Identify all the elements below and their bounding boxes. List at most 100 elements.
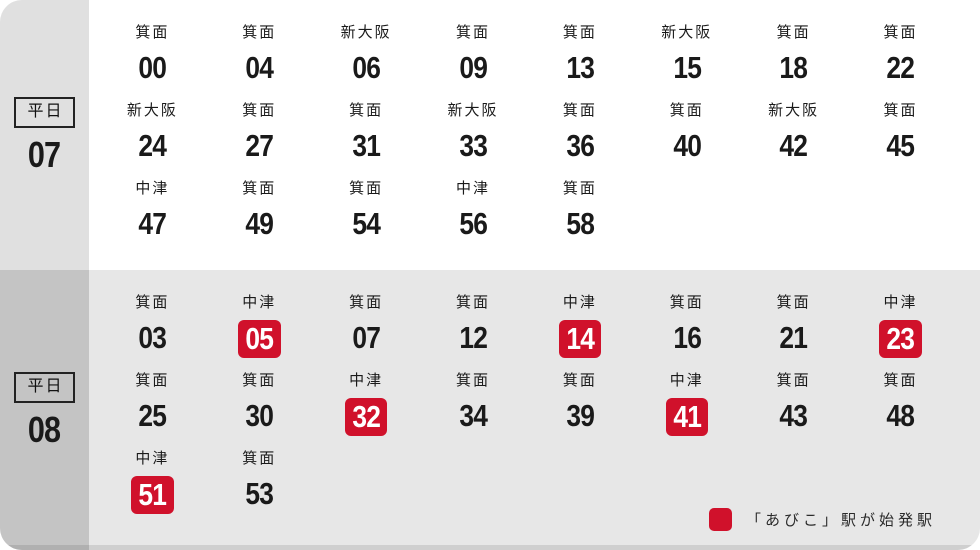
timetable-cell: 箕面 25 <box>99 372 206 450</box>
timetable-cell: 中津 51 <box>99 450 206 528</box>
minute-value: 07 <box>352 320 380 355</box>
minute-panel-08: 箕面 03 中津 05 箕面 07 箕面 12 中津 14 箕面 16 箕面 21 中津 23 箕面 25 箕面 30… <box>89 270 980 550</box>
minute-value: 54 <box>352 206 380 241</box>
minute-value: 39 <box>566 398 594 433</box>
minute-value: 24 <box>138 128 167 163</box>
timetable-cell: 中津 05 <box>206 294 313 372</box>
hour-sidebar-08: 平日 08 <box>0 270 89 550</box>
minute-value: 25 <box>138 398 167 433</box>
minute-value: 15 <box>672 50 701 85</box>
minute-value: 13 <box>566 50 594 85</box>
minute-value: 45 <box>886 128 915 163</box>
timetable-cell: 新大阪 24 <box>99 102 206 180</box>
timetable-cell: 箕面 22 <box>847 24 954 102</box>
timetable-cell: 箕面 03 <box>99 294 206 372</box>
minute-grid: 箕面 00 箕面 04 新大阪 06 箕面 09 箕面 13 新大阪 15 箕面 18 箕面 22 新大阪 24 箕… <box>99 24 954 258</box>
timetable-cell: 中津 56 <box>420 180 527 258</box>
red-square-legend-swatch <box>708 508 732 531</box>
destination-label: 箕面 <box>242 373 277 389</box>
minute-value: 00 <box>138 50 167 85</box>
timetable-cell: 箕面 04 <box>206 24 313 102</box>
timetable-cell: 箕面 49 <box>206 180 313 258</box>
hour-row-07: 平日 07 箕面 00 箕面 04 新大阪 06 箕面 09 箕面 13 新大阪 15 箕面 18 箕面 22 新大… <box>0 0 980 270</box>
timetable-cell: 中津 32 <box>313 372 420 450</box>
minute-value: 53 <box>245 476 274 511</box>
minute-value: 18 <box>779 50 808 85</box>
destination-label: 中津 <box>883 295 918 311</box>
timetable-cell: 箕面 36 <box>527 102 634 180</box>
timetable-cell: 箕面 40 <box>633 102 740 180</box>
timetable-cell: 箕面 58 <box>527 180 634 258</box>
minute-value: 27 <box>245 128 274 163</box>
destination-label: 箕面 <box>669 103 704 119</box>
destination-label: 箕面 <box>242 451 277 467</box>
destination-label: 中津 <box>135 451 170 467</box>
timetable-cell: 箕面 45 <box>847 102 954 180</box>
timetable-cell: 中津 14 <box>527 294 634 372</box>
timetable-cell: 箕面 34 <box>420 372 527 450</box>
destination-label: 箕面 <box>135 373 170 389</box>
destination-label: 新大阪 <box>340 25 392 41</box>
timetable-cell: 新大阪 33 <box>420 102 527 180</box>
legend-label: 「あびこ」駅が始発駅 <box>745 513 936 529</box>
hour-sidebar-07: 平日 07 <box>0 0 89 270</box>
destination-label: 中津 <box>135 181 170 197</box>
destination-label: 箕面 <box>242 181 277 197</box>
destination-label: 箕面 <box>456 373 491 389</box>
destination-label: 箕面 <box>562 25 597 41</box>
minute-value-abiko-origin: 41 <box>665 398 709 436</box>
minute-grid: 箕面 03 中津 05 箕面 07 箕面 12 中津 14 箕面 16 箕面 21 中津 23 箕面 25 箕面 30… <box>99 294 954 528</box>
timetable-cell: 箕面 18 <box>740 24 847 102</box>
destination-label: 箕面 <box>135 25 170 41</box>
destination-label: 箕面 <box>456 25 491 41</box>
minute-value: 03 <box>138 320 167 355</box>
timetable-cell: 箕面 16 <box>633 294 740 372</box>
timetable-cell: 箕面 12 <box>420 294 527 372</box>
destination-label: 中津 <box>456 181 491 197</box>
timetable-cell: 箕面 09 <box>420 24 527 102</box>
timetable-cell: 箕面 54 <box>313 180 420 258</box>
timetable-cell: 箕面 21 <box>740 294 847 372</box>
destination-label: 箕面 <box>669 295 704 311</box>
day-type-badge: 平日 <box>14 372 75 403</box>
hour-number: 07 <box>28 133 61 175</box>
timetable-cell: 新大阪 15 <box>633 24 740 102</box>
timetable-cell: 中津 47 <box>99 180 206 258</box>
timetable-cell: 箕面 39 <box>527 372 634 450</box>
destination-label: 新大阪 <box>447 103 499 119</box>
destination-label: 箕面 <box>883 25 918 41</box>
timetable-cell: 箕面 13 <box>527 24 634 102</box>
destination-label: 中津 <box>669 373 704 389</box>
timetable-cell: 箕面 48 <box>847 372 954 450</box>
destination-label: 新大阪 <box>768 103 820 119</box>
destination-label: 箕面 <box>776 373 811 389</box>
hour-number: 08 <box>28 408 61 450</box>
minute-value-abiko-origin: 05 <box>238 320 281 358</box>
minute-value: 42 <box>779 128 808 163</box>
day-type-badge: 平日 <box>14 97 75 128</box>
minute-value: 31 <box>352 128 380 163</box>
timetable-cell: 中津 23 <box>847 294 954 372</box>
abiko-origin-legend: 「あびこ」駅が始発駅 <box>708 508 936 531</box>
destination-label: 中津 <box>242 295 277 311</box>
minute-value: 56 <box>459 206 487 241</box>
destination-label: 箕面 <box>776 25 811 41</box>
minute-value-abiko-origin: 32 <box>344 398 388 436</box>
timetable-cell: 中津 41 <box>633 372 740 450</box>
minute-value-abiko-origin: 14 <box>558 320 602 358</box>
timetable-cell: 箕面 27 <box>206 102 313 180</box>
timetable-cell: 新大阪 42 <box>740 102 847 180</box>
minute-value: 30 <box>245 398 274 433</box>
hour-row-08: 平日 08 箕面 03 中津 05 箕面 07 箕面 12 中津 14 箕面 16 箕面 21 中津 23 箕面 25… <box>0 270 980 550</box>
destination-label: 箕面 <box>776 295 811 311</box>
destination-label: 箕面 <box>242 25 277 41</box>
minute-value: 43 <box>779 398 808 433</box>
minute-value: 36 <box>566 128 594 163</box>
destination-label: 箕面 <box>242 103 277 119</box>
minute-value-abiko-origin: 23 <box>879 320 922 358</box>
timetable-cell: 箕面 31 <box>313 102 420 180</box>
destination-label: 新大阪 <box>126 103 178 119</box>
minute-value: 22 <box>886 50 915 85</box>
destination-label: 箕面 <box>349 181 384 197</box>
